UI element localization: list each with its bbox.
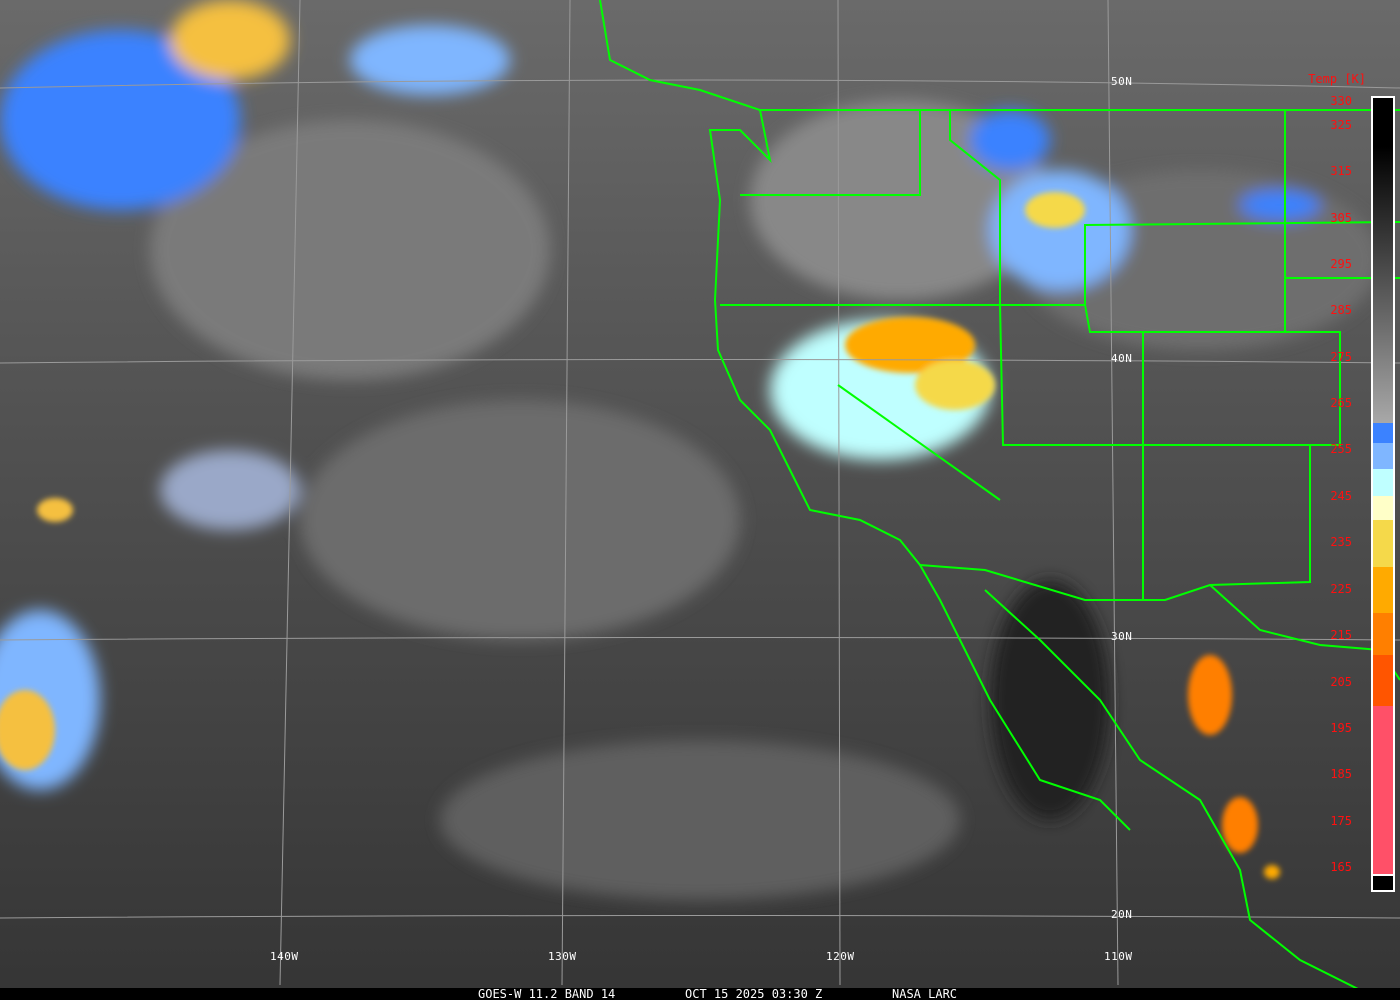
- colorbar-tick: 275: [1330, 350, 1352, 364]
- colorbar-tick: 215: [1330, 628, 1352, 642]
- colorbar-tick: 325: [1330, 118, 1352, 132]
- colorbar-tick: 225: [1330, 582, 1352, 596]
- colorbar-tick: 285: [1330, 303, 1352, 317]
- colorbar-tick: 305: [1330, 211, 1352, 225]
- colorbar-title: Temp [K]: [1308, 72, 1366, 86]
- colorbar-tick: 295: [1330, 257, 1352, 271]
- boundaries: [599, 0, 1400, 991]
- colorbar-tick: 315: [1330, 164, 1352, 178]
- colorbar-tick: 330: [1330, 94, 1352, 108]
- colorbar-tick: 185: [1330, 767, 1352, 781]
- colorbar-tick: 265: [1330, 396, 1352, 410]
- lon-label-130w: 130W: [548, 950, 577, 963]
- lon-label-120w: 120W: [826, 950, 855, 963]
- footer-caption: GOES-W 11.2 BAND 14 OCT 15 2025 03:30 Z NA…: [0, 988, 1400, 1000]
- lat-label-50n: 50N: [1111, 75, 1133, 88]
- colorbar-tick: 175: [1330, 814, 1352, 828]
- lon-label-110w: 110W: [1104, 950, 1133, 963]
- satellite-band: GOES-W 11.2 BAND 14: [478, 987, 616, 1000]
- lon-label-140w: 140W: [270, 950, 299, 963]
- colorbar-tick: 205: [1330, 675, 1352, 689]
- source: NASA LARC: [892, 987, 958, 1000]
- colorbar-tick: 195: [1330, 721, 1352, 735]
- lat-label-40n: 40N: [1111, 352, 1133, 365]
- temperature-colorbar: [1371, 96, 1395, 892]
- colorbar-tick: 165: [1330, 860, 1352, 874]
- lat-label-30n: 30N: [1111, 630, 1133, 643]
- lat-label-20n: 20N: [1111, 908, 1133, 921]
- colorbar-tick: 255: [1330, 442, 1352, 456]
- colorbar-tick: 235: [1330, 535, 1352, 549]
- datetime: OCT 15 2025 03:30 Z: [685, 987, 823, 1000]
- colorbar-tick: 245: [1330, 489, 1352, 503]
- cold-cloud-tops: [0, 192, 1280, 879]
